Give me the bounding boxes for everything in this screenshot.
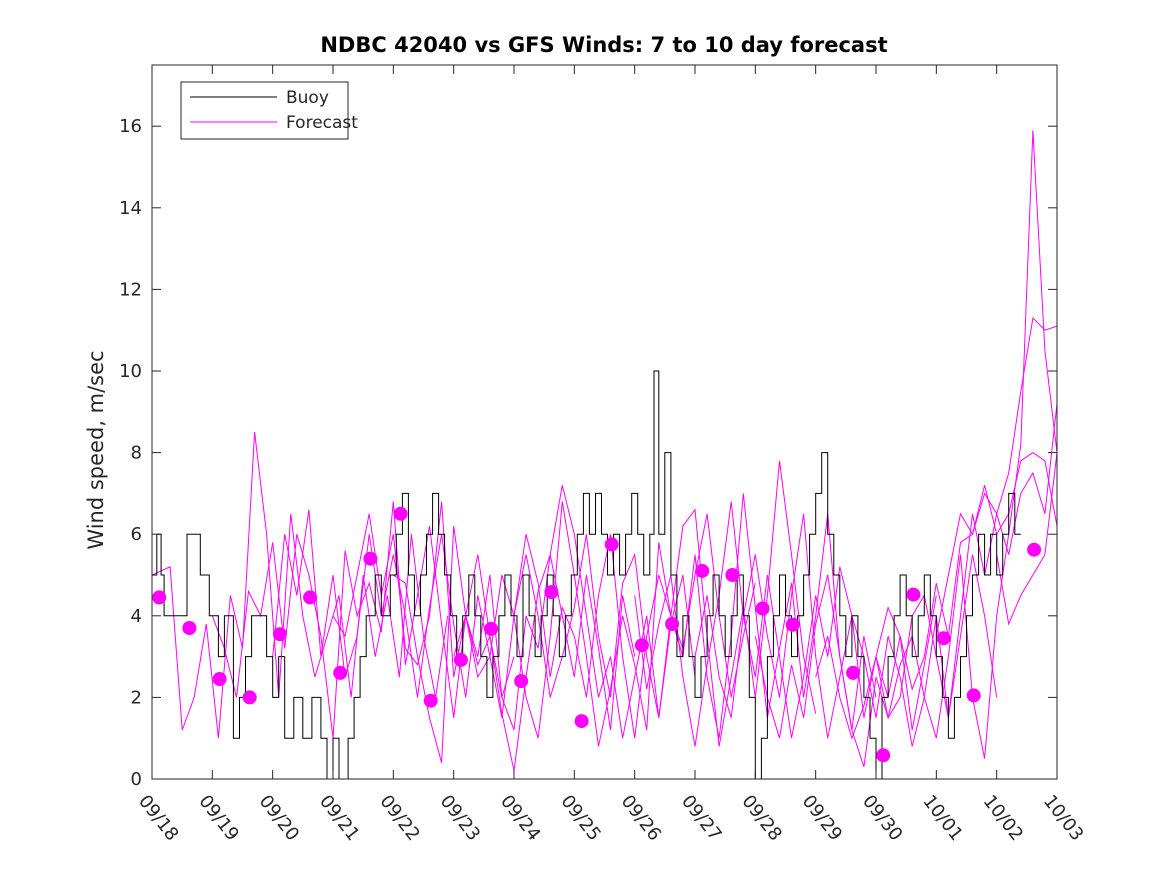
forecast-run-line-5 bbox=[393, 485, 696, 771]
forecast-point-15 bbox=[574, 714, 589, 729]
forecast-point-9 bbox=[393, 506, 408, 521]
forecast-point-7 bbox=[333, 665, 348, 680]
forecast-point-14 bbox=[544, 585, 559, 600]
forecast-point-23 bbox=[846, 665, 861, 680]
forecast-point-28 bbox=[1027, 542, 1042, 557]
forecast-point-12 bbox=[484, 621, 499, 636]
forecast-run-line-2 bbox=[211, 501, 515, 739]
forecast-run-line-4 bbox=[332, 501, 636, 731]
y-tick-label: 8 bbox=[131, 443, 142, 464]
y-tick-label: 4 bbox=[131, 606, 142, 627]
legend-buoy-label: Buoy bbox=[286, 88, 329, 108]
legend-forecast-label: Forecast bbox=[286, 113, 358, 133]
forecast-point-25 bbox=[906, 587, 921, 602]
forecast-point-13 bbox=[514, 674, 529, 689]
forecast-point-1 bbox=[152, 590, 167, 605]
forecast-point-10 bbox=[423, 693, 438, 708]
forecast-point-26 bbox=[936, 631, 951, 646]
chart-title: NDBC 42040 vs GFS Winds: 7 to 10 day for… bbox=[320, 33, 887, 57]
y-axis-label: Wind speed, m/sec bbox=[84, 350, 108, 549]
forecast-point-20 bbox=[725, 568, 740, 582]
forecast-run-line-1 bbox=[152, 432, 449, 739]
forecast-point-4 bbox=[242, 690, 257, 705]
forecast-point-21 bbox=[755, 601, 770, 616]
legend: Buoy Forecast bbox=[180, 81, 358, 140]
y-tick-label: 16 bbox=[119, 116, 142, 137]
y-tick-label: 6 bbox=[131, 524, 142, 545]
forecast-point-17 bbox=[634, 638, 649, 653]
buoy-series-line bbox=[152, 370, 1021, 779]
plot-area-border bbox=[151, 64, 1058, 780]
forecast-point-27 bbox=[966, 688, 981, 703]
y-tick-label: 14 bbox=[119, 198, 142, 219]
forecast-point-19 bbox=[695, 563, 710, 578]
forecast-point-3 bbox=[212, 672, 227, 686]
y-tick-label: 12 bbox=[119, 279, 142, 300]
y-tick-label: 10 bbox=[119, 361, 142, 382]
forecast-run-line-6 bbox=[453, 501, 756, 747]
y-tick-label: 2 bbox=[131, 687, 142, 708]
forecast-point-6 bbox=[303, 590, 318, 605]
forecast-point-5 bbox=[272, 627, 287, 642]
forecast-run-line-13 bbox=[875, 316, 1057, 691]
forecast-point-8 bbox=[363, 551, 378, 566]
y-tick-label: 0 bbox=[131, 769, 142, 790]
forecast-run-line-15 bbox=[996, 452, 1057, 626]
forecast-point-18 bbox=[665, 617, 680, 631]
forecast-run-line-3 bbox=[272, 509, 575, 718]
forecast-run-line-8 bbox=[573, 493, 877, 739]
forecast-point-22 bbox=[785, 617, 800, 632]
forecast-point-16 bbox=[604, 537, 619, 552]
forecast-point-24 bbox=[876, 748, 891, 763]
forecast-point-2 bbox=[182, 621, 197, 635]
forecast-point-11 bbox=[453, 652, 468, 667]
forecast-run-line-9 bbox=[634, 501, 937, 747]
